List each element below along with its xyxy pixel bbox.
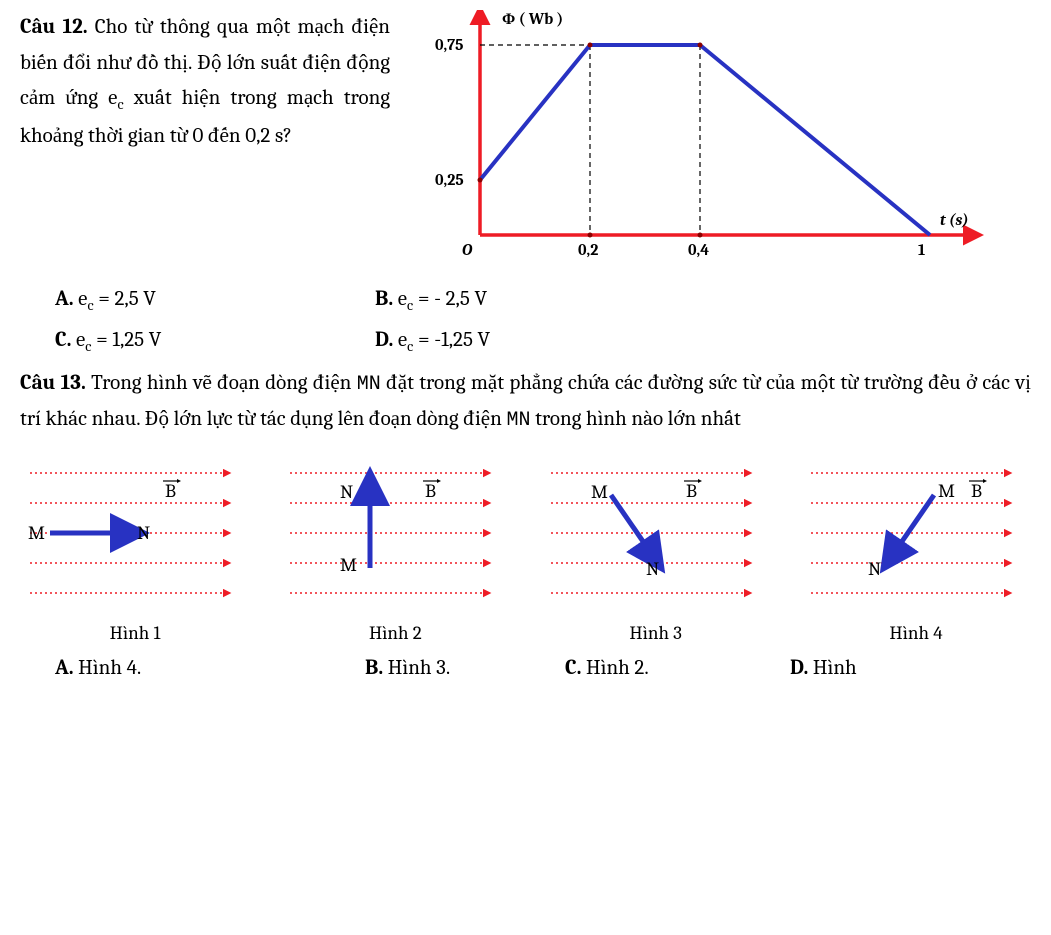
opt-text: Hình 3. [383,656,450,680]
q12-options-row-1: A. ec = 2,5 V B. ec = - 2,5 V [20,282,1031,319]
diagram-3-caption: Hình 3 [541,617,771,649]
opt-letter: D. [375,328,393,352]
svg-text:B: B [425,480,436,502]
svg-text:N: N [137,522,150,544]
svg-text:Φ ( Wb ): Φ ( Wb ) [502,10,563,28]
diagram-3: B M N Hình 3 [541,453,771,649]
q13-mn-2: MN [506,409,530,432]
svg-text:B: B [165,480,176,502]
q13-mn-1: MN [357,373,381,396]
diagram-4-caption: Hình 4 [801,617,1031,649]
q12-option-b: B. ec = - 2,5 V [375,282,675,319]
svg-text:1: 1 [918,241,925,259]
opt-letter: C. [55,328,71,352]
q12-text-block: Câu 12. Cho từ thông qua một mạch điện b… [20,10,390,154]
opt-letter: A. [55,656,74,680]
q12-options-row-2: C. ec = 1,25 V D. ec = -1,25 V [20,323,1031,360]
q13-text-1: Trong hình vẽ đoạn dòng điện [86,371,357,395]
opt-rest: = -1,25 V [413,328,490,352]
opt-letter: A. [55,287,74,311]
opt-rest: = - 2,5 V [413,287,487,311]
opt-letter: D. [790,656,808,680]
q13-diagrams: BMN Hình 1 BMN Hình 2 BMN Hình 3 BMN Hìn… [20,453,1031,649]
svg-text:M: M [591,481,608,503]
q12-option-a: A. ec = 2,5 V [55,282,375,319]
opt-rest: = 2,5 V [94,287,156,311]
diagram-1: B M N Hình 1 [20,453,250,649]
q13-option-b: B. Hình 3. [365,651,565,687]
q13-option-d: D. Hình [790,651,940,687]
q13-label: Câu 13. [20,371,86,395]
q12-option-c: C. ec = 1,25 V [55,323,375,360]
opt-letter: B. [365,656,383,680]
opt-letter: C. [565,656,581,680]
svg-text:M: M [340,554,357,576]
q13-option-a: A. Hình 4. [55,651,365,687]
svg-text:B: B [971,480,982,502]
q12-label: Câu 12. [20,15,88,39]
diagram-4: BM N Hình 4 [801,453,1031,649]
diagram-1-caption: Hình 1 [20,617,250,649]
svg-text:N: N [646,558,659,580]
question-13: Câu 13. Trong hình vẽ đoạn dòng điện MN … [20,366,1031,438]
opt-var: e [398,328,407,352]
svg-text:0,75: 0,75 [435,36,463,54]
svg-text:N: N [868,558,881,580]
opt-text: Hình 2. [581,656,648,680]
diagram-2-caption: Hình 2 [280,617,510,649]
opt-var: e [76,328,85,352]
svg-text:B: B [686,480,697,502]
svg-text:0,4: 0,4 [688,241,709,259]
svg-text:M: M [28,522,45,544]
q12-option-d: D. ec = -1,25 V [375,323,675,360]
q13-text-3: trong hình nào lớn nhất [530,407,740,431]
svg-text:N: N [340,481,353,503]
diagram-2: B M N Hình 2 [280,453,510,649]
svg-text:t (s): t (s) [940,211,969,229]
opt-letter: B. [375,287,393,311]
svg-text:O: O [462,241,473,259]
q13-option-c: C. Hình 2. [565,651,790,687]
opt-text: Hình 4. [74,656,142,680]
question-12: Câu 12. Cho từ thông qua một mạch điện b… [20,10,1031,278]
svg-text:M: M [938,480,955,502]
opt-rest: = 1,25 V [91,328,161,352]
q12-chart: Φ ( Wb ) t (s) O 0,25 0,75 0,2 0,4 1 [410,10,990,278]
q13-options: A. Hình 4. B. Hình 3. C. Hình 2. D. Hình [20,651,1031,687]
opt-text: Hình [808,656,856,680]
svg-text:0,2: 0,2 [578,241,598,259]
svg-text:0,25: 0,25 [435,171,464,189]
opt-var: e [398,287,407,311]
